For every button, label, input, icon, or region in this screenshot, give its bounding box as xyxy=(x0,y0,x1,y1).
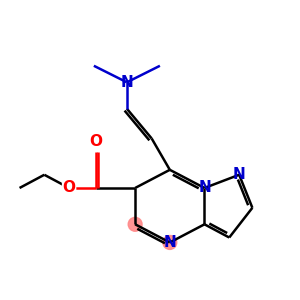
Text: N: N xyxy=(233,167,245,182)
Text: O: O xyxy=(89,134,102,149)
Circle shape xyxy=(128,218,142,231)
Text: N: N xyxy=(164,235,176,250)
Text: O: O xyxy=(63,181,76,196)
Text: N: N xyxy=(121,75,133,90)
Circle shape xyxy=(163,236,177,249)
Text: N: N xyxy=(199,180,211,195)
